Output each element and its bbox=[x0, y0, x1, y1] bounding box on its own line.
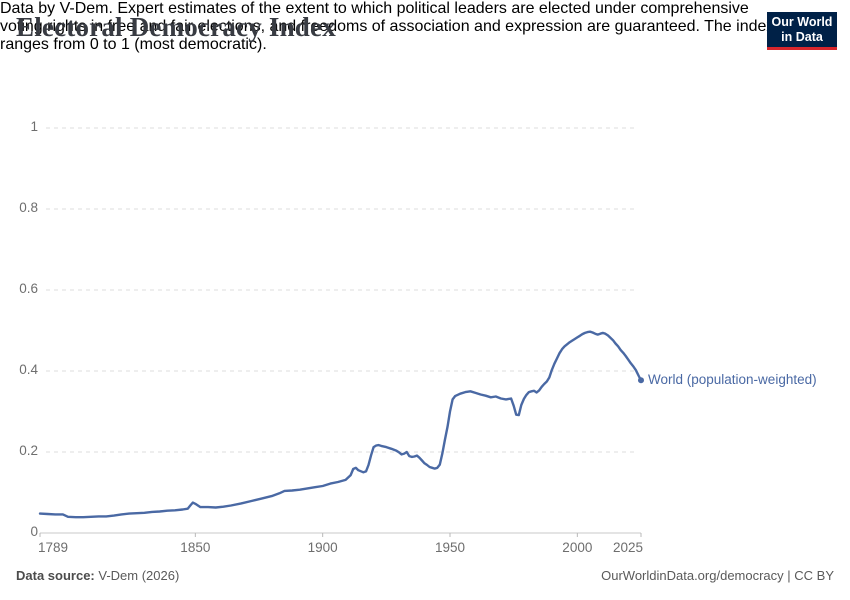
owid-logo-line1: Our World bbox=[771, 14, 833, 29]
y-axis-tick-label: 1 bbox=[30, 119, 38, 134]
subtitle-line: voting rights in free and fair elections… bbox=[0, 18, 775, 35]
subtitle-line: Data by V-Dem. Expert estimates of the e… bbox=[0, 0, 749, 17]
footer-source-value: V-Dem (2026) bbox=[94, 568, 180, 583]
y-axis-tick-label: 0.6 bbox=[19, 281, 38, 296]
x-axis-tick-label: 1850 bbox=[180, 540, 211, 555]
y-axis-tick-label: 0.2 bbox=[19, 443, 38, 458]
x-axis-tick-label: 1789 bbox=[38, 540, 69, 555]
series-label-world[interactable]: World (population-weighted) bbox=[648, 372, 817, 388]
y-axis-tick-label: 0 bbox=[30, 524, 38, 539]
x-axis-tick-label: 1900 bbox=[307, 540, 338, 555]
y-axis-tick-label: 0.4 bbox=[19, 362, 38, 377]
footer-source: Data source: V-Dem (2026) bbox=[16, 568, 179, 583]
page-title: Electoral Democracy Index bbox=[16, 12, 336, 42]
footer-credit-link[interactable]: OurWorldinData.org/democracy | CC BY bbox=[601, 568, 834, 583]
footer: Data source: V-Dem (2026) OurWorldinData… bbox=[16, 568, 834, 583]
subtitle-line: ranges from 0 to 1 (most democratic). bbox=[0, 36, 267, 53]
x-axis-tick-label: 1950 bbox=[434, 540, 466, 555]
y-axis: 0 0.2 0.4 0.6 0.8 1 bbox=[0, 0, 40, 600]
owid-logo-line2: in Data bbox=[781, 29, 823, 44]
series-line-world[interactable] bbox=[38, 330, 643, 519]
x-axis-tick-label: 2025 bbox=[612, 540, 643, 555]
y-axis-tick-label: 0.8 bbox=[19, 200, 38, 215]
footer-source-label: Data source: bbox=[16, 568, 95, 583]
x-axis-tick-label: 2000 bbox=[562, 540, 593, 555]
series-end-dot bbox=[638, 377, 644, 384]
owid-logo[interactable]: Our World in Data bbox=[767, 12, 837, 50]
